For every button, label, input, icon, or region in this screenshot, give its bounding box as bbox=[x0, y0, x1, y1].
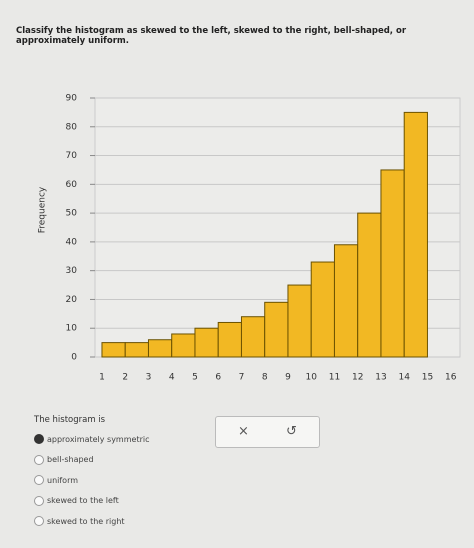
y-tick-label: 40 bbox=[66, 237, 78, 247]
x-tick-label: 10 bbox=[305, 373, 317, 383]
bar bbox=[380, 169, 405, 358]
bar bbox=[217, 321, 242, 358]
x-tick-label: 13 bbox=[375, 373, 386, 383]
bar bbox=[194, 327, 219, 358]
y-tick-label: 30 bbox=[66, 266, 78, 276]
x-tick-label: 9 bbox=[285, 373, 291, 383]
radio[interactable] bbox=[34, 495, 44, 506]
x-tick-label: 6 bbox=[215, 373, 221, 383]
option-label: approximately symmetric bbox=[47, 434, 150, 444]
option-label: uniform bbox=[47, 475, 79, 485]
bar bbox=[333, 244, 359, 358]
bar bbox=[171, 333, 196, 358]
bar bbox=[101, 342, 126, 358]
y-tick-label: 20 bbox=[66, 295, 78, 305]
x-tick-label: 4 bbox=[169, 373, 175, 383]
x-tick-label: 16 bbox=[445, 373, 457, 383]
x-tick-label: 11 bbox=[329, 373, 340, 383]
radio[interactable] bbox=[34, 475, 44, 485]
answer-box: × ↺ bbox=[215, 416, 320, 448]
answer-option[interactable]: skewed to the right bbox=[34, 516, 125, 526]
bar bbox=[124, 342, 149, 358]
y-tick-label: 0 bbox=[71, 353, 77, 363]
answer-option[interactable]: uniform bbox=[34, 475, 78, 485]
y-tick-label: 10 bbox=[66, 324, 78, 334]
y-axis-label: Frequency bbox=[38, 186, 48, 233]
x-tick-label: 1 bbox=[99, 373, 105, 383]
y-tick-label: 70 bbox=[66, 151, 78, 161]
radio[interactable] bbox=[34, 454, 44, 465]
y-tick-label: 50 bbox=[66, 209, 78, 219]
option-label: skewed to the left bbox=[47, 496, 119, 505]
radio[interactable] bbox=[34, 516, 44, 526]
option-label: skewed to the right bbox=[47, 516, 125, 526]
x-tick-label: 15 bbox=[422, 373, 433, 383]
bar bbox=[240, 316, 266, 358]
clear-button[interactable]: × bbox=[238, 424, 249, 439]
answer-option[interactable]: bell-shaped bbox=[34, 454, 94, 465]
bar bbox=[310, 261, 335, 358]
prompt: The histogram is bbox=[34, 415, 106, 425]
bar bbox=[147, 339, 173, 358]
x-tick-label: 12 bbox=[352, 373, 363, 383]
radio[interactable] bbox=[34, 434, 44, 444]
answer-option[interactable]: approximately symmetric bbox=[34, 434, 150, 444]
bar bbox=[357, 212, 382, 358]
x-tick-label: 7 bbox=[239, 373, 245, 383]
question: Classify the histogram as skewed to the … bbox=[16, 26, 407, 46]
x-tick-label: 3 bbox=[146, 373, 152, 383]
option-label: bell-shaped bbox=[47, 455, 94, 464]
bar bbox=[403, 111, 428, 358]
y-tick-label: 80 bbox=[66, 122, 78, 132]
x-tick-label: 5 bbox=[192, 373, 198, 383]
bar bbox=[264, 301, 289, 358]
x-tick-label: 14 bbox=[398, 373, 410, 383]
bar bbox=[287, 284, 312, 358]
x-tick-label: 2 bbox=[122, 373, 128, 383]
answer-option[interactable]: skewed to the left bbox=[34, 495, 119, 506]
undo-button[interactable]: ↺ bbox=[286, 424, 297, 439]
y-tick-label: 90 bbox=[66, 94, 78, 104]
y-tick-label: 60 bbox=[66, 180, 78, 190]
x-tick-label: 8 bbox=[262, 373, 268, 383]
